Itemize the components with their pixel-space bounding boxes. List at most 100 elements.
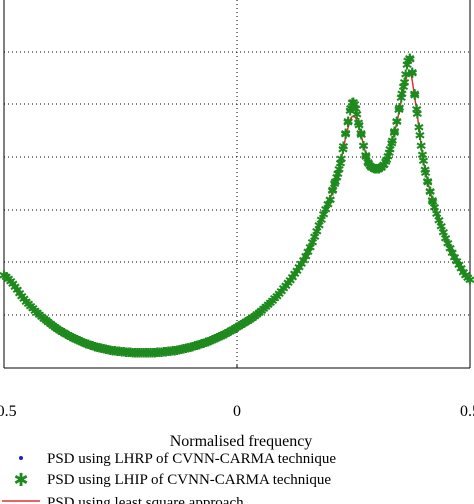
lhip-point-229: ✱ (371, 161, 382, 176)
lhip-point-172: ✱ (380, 155, 391, 170)
legend-label-lhrp: PSD using LHRP of CVNN-CARMA technique (47, 451, 336, 467)
lhip-point-23: ✱ (50, 320, 61, 335)
lhip-point-162: ✱ (358, 138, 369, 153)
lhip-point-159: ✱ (351, 107, 362, 122)
lhip-point-214: ✱ (332, 167, 343, 182)
lhip-point-112: ✱ (247, 310, 258, 325)
lhip-point-137: ✱ (303, 245, 314, 260)
lhip-point-212: ✱ (327, 183, 338, 198)
lhip-point-49: ✱ (107, 343, 118, 358)
lhip-point-78: ✱ (172, 343, 183, 358)
lhip-point-63: ✱ (138, 345, 149, 360)
lhip-point-77: ✱ (169, 343, 180, 358)
lhip-point-110: ✱ (243, 313, 254, 328)
x-ticks: -0.5 0 0.5 (0, 364, 474, 420)
lhip-point-121: ✱ (267, 293, 278, 308)
lhip-point-122: ✱ (269, 291, 280, 306)
lhip-point-74: ✱ (163, 344, 174, 359)
lhip-point-129: ✱ (285, 273, 296, 288)
legend-label-lhip: PSD using LHIP of CVNN-CARMA technique (47, 472, 331, 488)
lhip-point-119: ✱ (263, 298, 274, 313)
lhip-point-250: ✱ (425, 184, 436, 199)
lhip-point-66: ✱ (145, 345, 156, 360)
lhip-point-16: ✱ (34, 307, 45, 322)
lhip-point-134: ✱ (296, 257, 307, 272)
lhip-point-3: ✱ (5, 274, 16, 289)
lhip-point-166: ✱ (367, 161, 378, 176)
lhip-point-235: ✱ (386, 136, 397, 151)
grid-lines (4, 0, 470, 368)
lhip-point-209: ✱ (462, 271, 473, 286)
lhip-point-70: ✱ (154, 345, 165, 360)
lhip-point-168: ✱ (371, 161, 382, 176)
lhip-point-182: ✱ (402, 53, 413, 68)
lhip-point-41: ✱ (90, 339, 101, 354)
lhip-point-55: ✱ (121, 345, 132, 360)
lhip-point-33: ✱ (72, 333, 83, 348)
lhip-point-51: ✱ (112, 344, 123, 359)
lhip-point-197: ✱ (436, 219, 447, 234)
lhip-point-117: ✱ (258, 302, 269, 317)
lhip-point-187: ✱ (414, 120, 425, 135)
lhip-point-5: ✱ (10, 280, 21, 295)
lhip-point-57: ✱ (125, 345, 136, 360)
lhip-point-12: ✱ (25, 299, 36, 314)
lhip-point-178: ✱ (394, 103, 405, 118)
lhip-point-189: ✱ (418, 154, 429, 169)
lhip-point-91: ✱ (200, 335, 211, 350)
lhip-point-202: ✱ (447, 246, 458, 261)
lhip-point-114: ✱ (252, 307, 263, 322)
legend-label-ls: PSD using least square approach (47, 495, 244, 504)
lhip-point-59: ✱ (129, 345, 140, 360)
lhip-point-95: ✱ (209, 332, 220, 347)
series-lhip: ✱✱✱✱✱✱✱✱✱✱✱✱✱✱✱✱✱✱✱✱✱✱✱✱✱✱✱✱✱✱✱✱✱✱✱✱✱✱✱✱… (0, 51, 474, 361)
lhip-point-64: ✱ (141, 345, 152, 360)
lhip-point-82: ✱ (181, 341, 192, 356)
lhip-point-113: ✱ (249, 309, 260, 324)
lhip-point-153: ✱ (338, 139, 349, 154)
lhip-point-10: ✱ (21, 294, 32, 309)
lhip-point-194: ✱ (429, 200, 440, 215)
lhip-point-18: ✱ (38, 311, 49, 326)
lhip-point-28: ✱ (61, 327, 72, 342)
lhip-point-89: ✱ (196, 337, 207, 352)
lhip-point-164: ✱ (362, 155, 373, 170)
lhip-point-24: ✱ (52, 321, 63, 336)
lhip-point-6: ✱ (12, 283, 23, 298)
lhip-point-97: ✱ (214, 330, 225, 345)
lhip-point-21: ✱ (45, 317, 56, 332)
lhip-point-76: ✱ (167, 344, 178, 359)
lhip-point-199: ✱ (440, 231, 451, 246)
lhip-point-15: ✱ (32, 305, 43, 320)
lhip-point-135: ✱ (298, 253, 309, 268)
x-tick-label-2: 0.5 (460, 403, 474, 420)
lhip-point-223: ✱ (356, 126, 367, 141)
lhip-point-183: ✱ (405, 52, 416, 67)
lhip-point-242: ✱ (404, 51, 415, 66)
lhip-point-9: ✱ (19, 292, 30, 307)
lhip-point-94: ✱ (207, 333, 218, 348)
lhip-point-218: ✱ (343, 114, 354, 129)
legend-marker-dot (19, 456, 23, 460)
lhip-point-84: ✱ (185, 340, 196, 355)
lhip-point-198: ✱ (438, 225, 449, 240)
lhip-point-240: ✱ (399, 75, 410, 90)
lhip-point-35: ✱ (76, 335, 87, 350)
lhip-point-161: ✱ (356, 128, 367, 143)
lhip-point-92: ✱ (203, 334, 214, 349)
lhip-point-200: ✱ (442, 236, 453, 251)
lhip-point-151: ✱ (334, 162, 345, 177)
lhip-point-86: ✱ (189, 339, 200, 354)
lhip-point-20: ✱ (43, 315, 54, 330)
lhip-point-36: ✱ (78, 335, 89, 350)
lhip-point-127: ✱ (280, 278, 291, 293)
lhip-point-62: ✱ (136, 345, 147, 360)
lhip-point-53: ✱ (116, 344, 127, 359)
lhip-point-215: ✱ (335, 156, 346, 171)
lhip-point-69: ✱ (152, 345, 163, 360)
lhip-point-124: ✱ (274, 286, 285, 301)
lhip-point-219: ✱ (345, 101, 356, 116)
least-square-line (3, 71, 471, 354)
lhip-point-4: ✱ (7, 277, 18, 292)
